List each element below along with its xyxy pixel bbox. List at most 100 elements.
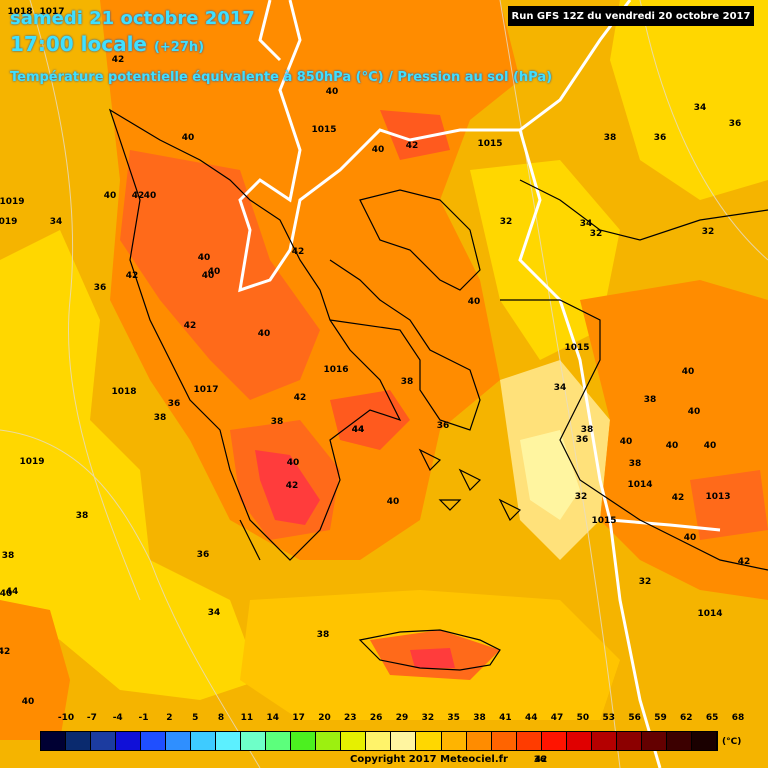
cool-zone-northeast (610, 0, 768, 200)
legend-tick-label: 56 (628, 713, 641, 723)
map-value-label: 40 (143, 191, 157, 201)
forecast-date: samedi 21 octobre 2017 (10, 8, 255, 29)
map-value-label: 36 (653, 133, 667, 143)
color-legend (40, 731, 718, 751)
map-value-label: 40 (181, 133, 195, 143)
map-value-label: 36 (575, 435, 589, 445)
legend-swatch (41, 732, 67, 750)
legend-tick-label: 14 (266, 713, 280, 723)
map-value-label: 36 (196, 550, 210, 560)
legend-tick-label: 26 (369, 713, 383, 723)
map-value-label: 38 (580, 425, 594, 435)
legend-swatch (241, 732, 267, 750)
map-value-label: 34 (553, 383, 567, 393)
map-value-label: 40 (197, 253, 211, 263)
hottest-zone-crete (410, 648, 455, 668)
map-value-label: 42 (534, 755, 548, 765)
map-value-label: 38 (153, 413, 167, 423)
map-value-label: 1015 (564, 343, 590, 353)
legend-tick-label: 2 (166, 713, 173, 723)
legend-swatch (491, 732, 517, 750)
legend-tick-label: 5 (192, 713, 199, 723)
map-value-label: 34 (49, 217, 63, 227)
legend-tick-label: 29 (395, 713, 409, 723)
legend-swatch (291, 732, 317, 750)
legend-tick-label: 32 (421, 713, 435, 723)
variable-description: Température potentielle équivalente à 85… (10, 70, 553, 85)
copyright: Copyright 2017 Meteociel.fr (350, 754, 508, 765)
cool-zone-west (0, 230, 260, 700)
legend-tick-label: 8 (217, 713, 225, 723)
map-value-label: 40 (201, 271, 215, 281)
map-value-label: 44 (351, 425, 365, 435)
map-value-label: 40 (619, 437, 633, 447)
map-value-label: 1018 (111, 387, 137, 397)
hottest-zone-peloponnese (255, 450, 320, 525)
run-info: Run GFS 12Z du vendredi 20 octobre 2017 (508, 6, 754, 26)
legend-swatch (391, 732, 417, 750)
map-value-label: 38 (1, 551, 15, 561)
legend-tick-label: 62 (680, 713, 693, 723)
map-value-label: 1018 (7, 7, 33, 17)
map-value-label: 40 (371, 145, 385, 155)
map-value-label: 40 (257, 329, 271, 339)
legend-swatch (691, 732, 717, 750)
legend-ticks: -10 -7 -4 -1 2 5 8 11 14 17 20 23 26 29 32 35 38 41 44 47 50… (56, 713, 744, 727)
map-value-label: 38 (75, 511, 89, 521)
map-value-label: 1014 (697, 609, 723, 619)
map-value-label: 40 (207, 267, 221, 277)
map-value-label: 38 (316, 630, 330, 640)
map-value-label: 40 (0, 589, 13, 599)
legend-unit: (°C) (722, 737, 742, 747)
map-value-label: 42 (183, 321, 197, 331)
legend-swatch (566, 732, 592, 750)
map-value-label: 40 (21, 697, 35, 707)
forecast-local-time: 17:00 locale (10, 32, 147, 56)
legend-swatch (541, 732, 567, 750)
map-value-label: 40 (386, 497, 400, 507)
map-value-label: 38 (400, 377, 414, 387)
hot-zone-bulgaria (380, 110, 450, 160)
map-value-label: 40 (687, 407, 701, 417)
legend-tick-label: 23 (344, 713, 357, 723)
legend-tick-label: 20 (318, 713, 331, 723)
map-value-label: 40 (286, 458, 300, 468)
map-value-label: 42 (291, 247, 305, 257)
legend-tick-label: 68 (731, 713, 745, 723)
map-value-label: 38 (603, 133, 617, 143)
map-value-label: 40 (467, 297, 481, 307)
map-value-label: 40 (681, 367, 695, 377)
hot-zone-albania (120, 150, 320, 400)
map-value-label: 34 (693, 103, 707, 113)
map-value-label: 36 (167, 399, 181, 409)
map-value-label: 44 (351, 425, 365, 435)
legend-swatch (416, 732, 442, 750)
map-value-label: 36 (436, 421, 450, 431)
legend-tick-label: 50 (576, 713, 590, 723)
legend-tick-label: 41 (499, 713, 512, 723)
map-value-label: 40 (665, 441, 679, 451)
legend-tick-label: 11 (240, 713, 254, 723)
map-value-label: 42 (285, 481, 299, 491)
map-value-label: 42 (111, 55, 125, 65)
map-value-label: 019 (0, 217, 18, 227)
map-value-label: 1014 (627, 480, 653, 490)
legend-swatch (666, 732, 692, 750)
map-value-label: 40 (103, 191, 117, 201)
map-value-label: 42 (293, 393, 307, 403)
warm-zone-southwest (0, 600, 70, 740)
legend-swatch (266, 732, 292, 750)
map-value-label: 1013 (705, 492, 731, 502)
forecast-offset: (+27h) (153, 40, 205, 55)
legend-swatch (66, 732, 92, 750)
frontal-lines (238, 0, 721, 768)
map-value-label: 36 (533, 755, 547, 765)
legend-tick-label: 53 (602, 713, 616, 723)
map-value-label: 32 (638, 577, 652, 587)
map-value-label: 42 (131, 191, 145, 201)
legend-swatch (466, 732, 492, 750)
map-value-label: 1017 (193, 385, 219, 395)
legend-tick-label: -10 (57, 713, 75, 723)
map-value-label: 34 (579, 219, 593, 229)
